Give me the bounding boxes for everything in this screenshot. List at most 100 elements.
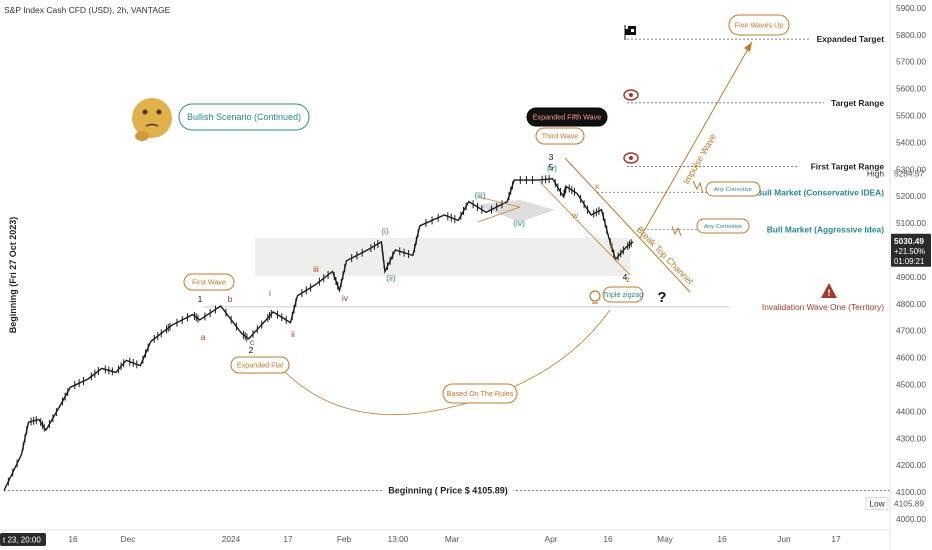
triangle-line — [477, 206, 521, 223]
low-value: 4105.89 — [894, 499, 924, 509]
x-tick-label: 16 — [68, 534, 78, 544]
annotation-box-label: Bullish Scenario (Continued) — [187, 112, 301, 122]
price-level-label: Target Range — [831, 98, 884, 108]
x-tick-label: Jun — [777, 534, 791, 544]
price-axis: 4000.00 4100.00 4200.00 4300.00 4400.00 4500.… — [865, 0, 932, 550]
wave-label: iii — [313, 264, 319, 274]
current-price-countdown: 01:09:21 — [894, 257, 924, 266]
price-level-label-bg — [747, 222, 886, 236]
checkered-flag-icon — [625, 26, 628, 29]
y-tick-label: 5900.00 — [896, 3, 926, 13]
x-tick-label: Apr — [545, 534, 558, 544]
triangle-line — [477, 196, 521, 208]
annotation-box — [705, 181, 761, 197]
y-tick-label: 4700.00 — [896, 326, 926, 336]
annotation-box — [728, 14, 790, 36]
x-tick-label: May — [657, 534, 674, 544]
annotation-box-label: Third Wave — [542, 132, 578, 141]
wave-label: (iv) — [513, 218, 525, 228]
annotation-box-label: Any Corrective — [704, 224, 742, 230]
y-tick-label: 5400.00 — [896, 137, 926, 147]
impulse-wave-arrowhead — [744, 42, 752, 52]
wave-label: (iii) — [474, 190, 485, 200]
eye-icon-pupil — [629, 93, 633, 97]
channel-top-line — [564, 157, 691, 293]
corrective-squiggle — [692, 180, 704, 194]
wave-label: 1 — [198, 294, 203, 304]
x-tick-label: 2024 — [222, 534, 241, 544]
price-level-label: Invalidation Wave One (Territory) — [762, 302, 884, 312]
y-tick-label: 4600.00 — [896, 353, 926, 363]
x-tick-label: 17 — [831, 534, 841, 544]
price-level-label-bg — [738, 185, 886, 199]
y-tick-label: 5700.00 — [896, 57, 926, 67]
price-level-label: Bull Market (Aggressive Idea) — [767, 224, 884, 234]
crosshair-time-box — [0, 533, 46, 546]
y-tick-label: 4200.00 — [896, 460, 926, 470]
thinking-face-eye — [156, 109, 162, 115]
current-price-box — [891, 233, 931, 267]
annotation-box-label: Expanded Fifth Wave — [533, 113, 601, 122]
y-tick-label: 4800.00 — [896, 299, 926, 309]
price-level-label-bg — [810, 32, 886, 46]
y-tick-label: 5200.00 — [896, 191, 926, 201]
y-tick-label: 4900.00 — [896, 272, 926, 282]
x-tick-label: Feb — [337, 534, 352, 544]
low-label-bg — [865, 497, 889, 511]
thinking-face-hand — [135, 131, 149, 141]
warning-icon — [821, 283, 837, 298]
price-level-label: First Target Range — [811, 162, 885, 172]
wave-label: (ii) — [386, 273, 396, 283]
x-tick-label: Dec — [121, 534, 136, 544]
thinking-face-icon — [132, 98, 172, 138]
lightbulb-icon — [589, 290, 601, 302]
wave-label: b — [228, 294, 233, 304]
x-tick-label: 16 — [717, 534, 727, 544]
eye-icon-pupil — [629, 156, 633, 160]
question-mark-icon: ? — [657, 289, 666, 306]
wave-label: w — [571, 210, 579, 220]
rules-curve-arrow — [284, 309, 611, 415]
annotation-box — [442, 383, 518, 404]
price-layer — [3, 175, 634, 491]
current-price-value: 5030.49 — [894, 236, 924, 246]
y-tick-label: 5300.00 — [896, 164, 926, 174]
plot-background — [0, 0, 890, 550]
chart-title: S&P Index Cash CFD (USD), 2h, VANTAGE — [4, 5, 171, 15]
price-level-label: Beginning ( Price $ 4105.89) — [388, 486, 508, 496]
annotation-box-label: Based On The Rules — [447, 389, 514, 398]
wave-label: (i) — [381, 226, 389, 236]
channel-bottom-line — [539, 181, 631, 276]
wave-label: 4 — [623, 272, 628, 282]
x-tick-label: 16 — [603, 534, 613, 544]
wave-label: z — [626, 274, 630, 284]
y-tick-label: 4300.00 — [896, 433, 926, 443]
vertical-side-label: Beginning (Fri 27 Oct 2023) — [8, 217, 18, 334]
high-label: High — [867, 168, 884, 178]
time-axis: Nov16Dec202417Feb13:00MarApr16May16Jun17… — [0, 529, 890, 546]
annotation-box-label: Any Corrective — [714, 187, 752, 193]
impulse-wave-arrow — [639, 41, 753, 239]
y-tick-label: 4100.00 — [896, 487, 926, 497]
consolidation-zone — [255, 238, 630, 276]
annotation-box — [526, 107, 608, 127]
annotation-box — [183, 273, 235, 291]
wave-label: y — [609, 239, 614, 249]
wave-label: (v) — [547, 163, 557, 173]
annotation-box-label: Five Waves Up — [735, 21, 783, 30]
corrective-squiggle — [671, 225, 682, 237]
y-tick-label: 4400.00 — [896, 406, 926, 416]
crosshair-time-label: t 23, 20:00 — [3, 536, 41, 545]
wave-label: iv — [342, 293, 349, 303]
high-value: 5284.57 — [894, 168, 924, 178]
wave-label: a — [201, 332, 206, 342]
wave-label: i — [269, 288, 271, 298]
annotation-box-label: First Wave — [192, 278, 226, 287]
low-label: Low — [869, 499, 885, 509]
annotation-box — [602, 286, 644, 303]
wave-label: 3 — [549, 152, 554, 162]
checkered-flag-icon — [631, 29, 634, 32]
checkered-flag-icon — [625, 26, 636, 35]
warning-icon-mark: ! — [828, 288, 831, 298]
